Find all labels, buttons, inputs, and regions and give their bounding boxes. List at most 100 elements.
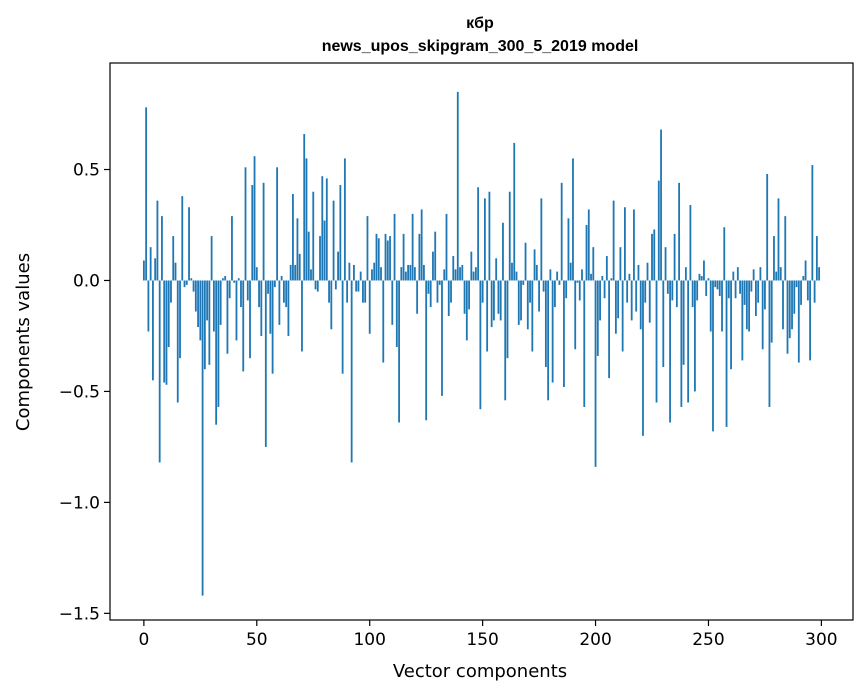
bar-274 [761, 280, 764, 350]
bar-78 [319, 236, 321, 281]
bar-73 [307, 231, 310, 281]
bar-61 [280, 276, 283, 281]
bar-250 [707, 278, 710, 281]
bar-269 [750, 280, 753, 292]
y-tick-label-1: 0.0 [73, 271, 100, 291]
bar-76 [314, 280, 317, 290]
y-tick-label-2: −0.5 [59, 382, 100, 402]
bar-193 [578, 280, 581, 301]
bar-13 [172, 236, 175, 281]
bar-136 [450, 280, 452, 303]
bar-212 [621, 280, 624, 352]
x-tick-label-250: 250 [692, 630, 724, 650]
bar-2 [147, 280, 150, 332]
bar-115 [402, 233, 405, 281]
x-tick-label-200: 200 [579, 630, 611, 650]
bar-140 [459, 267, 461, 281]
bar-28 [206, 280, 209, 321]
bar-265 [741, 280, 744, 361]
bar-259 [727, 280, 730, 299]
bar-4 [152, 280, 154, 381]
bar-155 [493, 280, 495, 321]
bar-51 [258, 280, 260, 308]
bar-191 [574, 280, 577, 350]
bar-80 [323, 220, 326, 281]
bar-160 [504, 280, 507, 401]
bar-239 [682, 280, 685, 365]
bar-107 [384, 233, 387, 281]
bar-280 [775, 271, 778, 281]
bar-53 [262, 182, 265, 281]
bar-81 [325, 178, 328, 281]
bar-202 [599, 280, 601, 321]
bar-176 [540, 198, 543, 281]
bar-264 [739, 280, 741, 294]
bar-65 [289, 264, 292, 281]
bar-266 [743, 280, 746, 305]
bar-32 [215, 280, 218, 425]
bar-138 [454, 269, 457, 281]
bar-169 [524, 242, 527, 281]
bar-247 [700, 276, 703, 281]
bar-5 [154, 258, 157, 281]
bar-49 [253, 156, 256, 281]
bar-19 [185, 280, 188, 285]
bar-44 [242, 280, 245, 372]
bar-112 [395, 280, 398, 348]
x-axis-label: Vector components [393, 661, 567, 682]
bar-41 [235, 280, 238, 341]
bar-195 [583, 280, 586, 407]
bar-184 [558, 280, 561, 285]
bar-252 [712, 280, 714, 432]
bar-273 [759, 267, 762, 281]
bar-258 [725, 280, 728, 427]
bar-178 [544, 280, 547, 368]
bar-135 [447, 280, 450, 316]
bar-62 [282, 280, 285, 303]
bar-124 [423, 264, 425, 281]
bar-94 [355, 280, 358, 292]
bar-289 [795, 280, 798, 288]
bar-103 [375, 233, 378, 281]
bar-231 [664, 247, 667, 281]
bar-37 [226, 280, 229, 354]
bar-100 [368, 280, 371, 334]
bar-16 [179, 280, 181, 359]
bar-114 [400, 267, 403, 281]
bar-177 [542, 280, 545, 292]
bar-67 [294, 264, 297, 281]
bar-256 [721, 280, 723, 332]
bar-229 [660, 129, 662, 281]
bar-238 [680, 280, 683, 407]
bar-288 [793, 280, 796, 314]
bar-218 [635, 280, 638, 312]
bar-165 [515, 271, 518, 281]
bar-253 [714, 280, 717, 288]
bar-220 [639, 280, 642, 330]
bar-27 [203, 280, 206, 370]
bar-118 [409, 264, 412, 281]
bar-79 [321, 176, 324, 281]
bar-147 [474, 267, 477, 281]
bar-208 [612, 200, 615, 281]
bar-182 [553, 280, 556, 308]
bar-90 [346, 280, 349, 303]
bar-219 [637, 264, 640, 281]
bar-237 [678, 182, 681, 281]
bar-243 [691, 280, 694, 308]
bar-113 [398, 280, 400, 423]
bar-158 [499, 280, 502, 321]
bar-183 [556, 271, 559, 281]
bar-194 [581, 269, 583, 281]
bar-91 [348, 262, 351, 281]
bar-188 [567, 218, 570, 281]
bar-152 [486, 280, 489, 352]
bar-110 [391, 280, 394, 325]
bar-10 [165, 280, 168, 385]
bar-163 [511, 262, 513, 281]
bar-111 [393, 213, 396, 281]
bar-56 [269, 280, 272, 334]
bar-255 [718, 280, 721, 296]
bar-166 [517, 280, 520, 325]
bar-66 [292, 193, 294, 281]
